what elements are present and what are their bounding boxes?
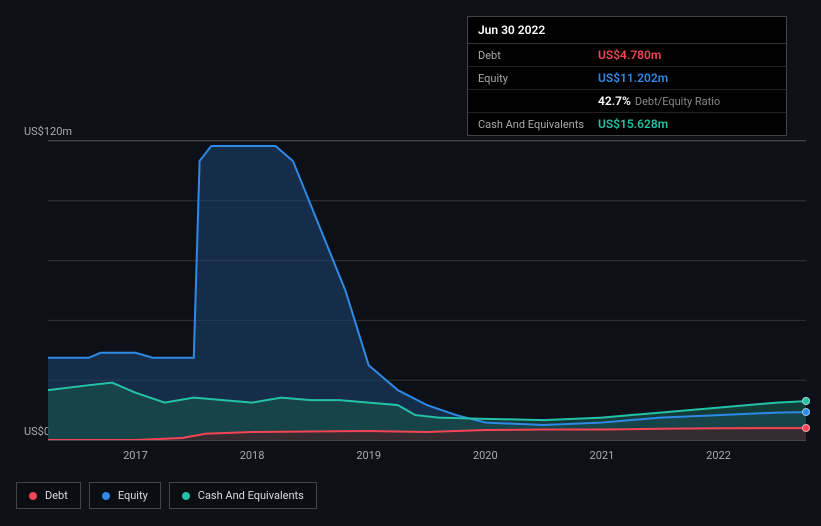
x-tick: 2017 <box>123 449 148 462</box>
tooltip-row-value: US$4.780m <box>598 48 661 62</box>
tooltip-row-label: Cash And Equivalents <box>478 118 598 131</box>
cash-end-dot <box>802 397 810 405</box>
x-axis: 2017 2018 2019 2020 2021 2022 <box>48 440 806 460</box>
tooltip-date: Jun 30 2022 <box>468 17 786 44</box>
tooltip-row: Cash And EquivalentsUS$15.628m <box>468 113 786 135</box>
equity-area <box>48 146 806 440</box>
tooltip-row-value: 42.7% <box>598 94 631 108</box>
cash-legend-dot <box>182 492 190 500</box>
tooltip-row-label: Debt <box>478 49 598 62</box>
x-tick: 2019 <box>356 449 381 462</box>
legend-item-equity[interactable]: Equity <box>89 482 161 509</box>
legend-item-debt[interactable]: Debt <box>16 482 81 509</box>
legend-label: Equity <box>118 489 148 502</box>
legend-label: Cash And Equivalents <box>198 489 304 502</box>
chart-tooltip: Jun 30 2022 DebtUS$4.780mEquityUS$11.202… <box>467 16 787 136</box>
tooltip-row-value: US$11.202m <box>598 71 668 85</box>
legend-label: Debt <box>45 489 68 502</box>
y-axis-max-label: US$120m <box>24 125 72 138</box>
x-tick: 2020 <box>473 449 498 462</box>
legend-item-cash[interactable]: Cash And Equivalents <box>169 482 317 509</box>
equity-legend-dot <box>102 492 110 500</box>
tooltip-row: DebtUS$4.780m <box>468 44 786 67</box>
tooltip-row-value: US$15.628m <box>598 117 668 131</box>
y-axis-min-label: US$0 <box>24 425 50 438</box>
tooltip-row: EquityUS$11.202m <box>468 67 786 90</box>
x-tick: 2022 <box>706 449 731 462</box>
x-tick: 2018 <box>240 449 265 462</box>
x-tick: 2021 <box>590 449 615 462</box>
tooltip-row-label: Equity <box>478 72 598 85</box>
chart-plot-area[interactable] <box>48 140 806 440</box>
tooltip-rows: DebtUS$4.780mEquityUS$11.202m42.7%Debt/E… <box>468 44 786 135</box>
equity-end-dot <box>802 408 810 416</box>
tooltip-row: 42.7% Debt/Equity Ratio <box>468 90 786 113</box>
debt-legend-dot <box>29 492 37 500</box>
tooltip-row-suffix: Debt/Equity Ratio <box>635 95 720 108</box>
chart-legend: Debt Equity Cash And Equivalents <box>16 482 317 509</box>
chart-svg <box>48 141 806 440</box>
debt-end-dot <box>802 424 810 432</box>
